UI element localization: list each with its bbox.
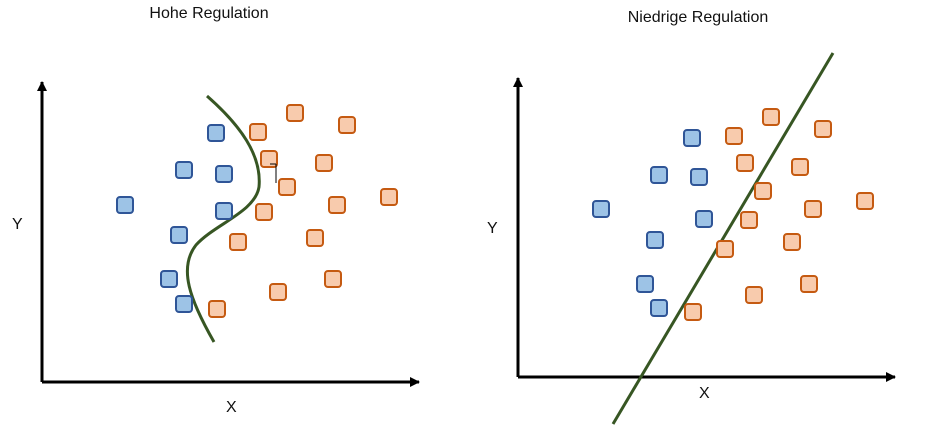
left-point-blue bbox=[215, 165, 233, 183]
left-point-orange bbox=[380, 188, 398, 206]
left-point-orange bbox=[324, 270, 342, 288]
right-point-orange bbox=[725, 127, 743, 145]
right-panel bbox=[513, 52, 896, 425]
right-point-blue bbox=[636, 275, 654, 293]
left-point-blue bbox=[160, 270, 178, 288]
left-x-axis-label: X bbox=[226, 399, 237, 416]
right-point-blue bbox=[690, 168, 708, 186]
left-point-blue bbox=[215, 202, 233, 220]
right-point-orange bbox=[745, 286, 763, 304]
left-point-orange bbox=[269, 283, 287, 301]
right-point-blue bbox=[683, 129, 701, 147]
left-point-orange bbox=[278, 178, 296, 196]
right-point-blue bbox=[646, 231, 664, 249]
left-point-orange bbox=[286, 104, 304, 122]
right-point-orange bbox=[684, 303, 702, 321]
right-point-orange bbox=[791, 158, 809, 176]
right-point-orange bbox=[740, 211, 758, 229]
right-point-orange bbox=[856, 192, 874, 210]
left-point-orange bbox=[260, 150, 278, 168]
right-point-orange bbox=[814, 120, 832, 138]
left-point-blue bbox=[175, 161, 193, 179]
left-point-orange bbox=[315, 154, 333, 172]
right-point-orange bbox=[783, 233, 801, 251]
left-point-orange bbox=[328, 196, 346, 214]
left-panel bbox=[37, 81, 420, 387]
left-decision-boundary bbox=[185, 94, 261, 343]
left-y-axis-label: Y bbox=[12, 216, 23, 233]
right-point-orange bbox=[800, 275, 818, 293]
right-point-blue bbox=[592, 200, 610, 218]
right-point-orange bbox=[804, 200, 822, 218]
right-x-axis-label: X bbox=[699, 385, 710, 402]
left-point-orange bbox=[255, 203, 273, 221]
right-point-blue bbox=[650, 299, 668, 317]
left-point-blue bbox=[207, 124, 225, 142]
left-point-orange bbox=[229, 233, 247, 251]
right-point-orange bbox=[736, 154, 754, 172]
left-point-orange bbox=[208, 300, 226, 318]
right-point-blue bbox=[695, 210, 713, 228]
right-y-axis-label: Y bbox=[487, 220, 498, 237]
left-point-orange bbox=[306, 229, 324, 247]
left-point-orange bbox=[249, 123, 267, 141]
left-point-blue bbox=[116, 196, 134, 214]
right-point-orange bbox=[754, 182, 772, 200]
left-point-blue bbox=[170, 226, 188, 244]
right-point-blue bbox=[650, 166, 668, 184]
right-panel-title: Niedrige Regulation bbox=[627, 9, 769, 26]
right-point-orange bbox=[716, 240, 734, 258]
right-point-orange bbox=[762, 108, 780, 126]
left-panel-title: Hohe Regulation bbox=[149, 5, 269, 22]
left-point-orange bbox=[338, 116, 356, 134]
right-decision-boundary bbox=[611, 52, 835, 425]
left-point-blue bbox=[175, 295, 193, 313]
